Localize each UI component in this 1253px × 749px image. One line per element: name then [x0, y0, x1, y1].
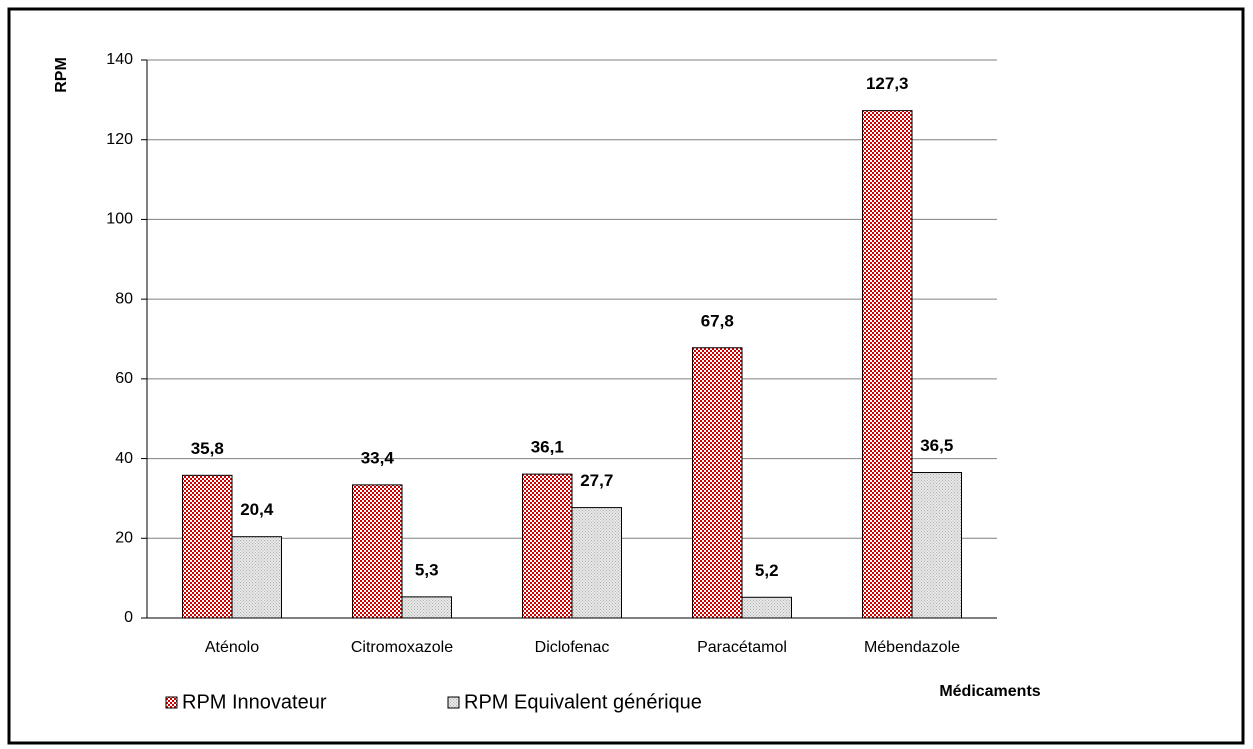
value-label: 5,2 [755, 561, 779, 580]
bar [741, 596, 792, 619]
y-tick-label: 120 [106, 131, 133, 148]
legend-swatch [165, 696, 178, 709]
bar [231, 536, 282, 619]
bar [692, 347, 743, 619]
x-tick-label: Aténolo [205, 639, 259, 656]
bar [182, 474, 233, 619]
bar [862, 110, 913, 619]
x-tick-label: Diclofenac [535, 639, 610, 656]
bar [352, 484, 403, 619]
bar [401, 596, 452, 619]
y-tick-label: 80 [115, 290, 133, 307]
y-tick-label: 140 [106, 51, 133, 68]
bar [522, 473, 573, 619]
y-tick-label: 40 [115, 450, 133, 467]
legend-swatch [447, 696, 460, 709]
y-tick-label: 60 [115, 370, 133, 387]
value-label: 35,8 [191, 439, 224, 458]
value-label: 33,4 [361, 448, 395, 467]
x-tick-label: Mébendazole [864, 639, 960, 656]
value-label: 36,5 [920, 436, 953, 455]
bar [911, 472, 962, 619]
legend-label: RPM Innovateur [182, 691, 327, 713]
y-tick-label: 20 [115, 530, 133, 547]
frame [7, 7, 1245, 745]
value-label: 5,3 [415, 560, 439, 579]
value-label: 127,3 [866, 74, 909, 93]
value-label: 27,7 [580, 471, 613, 490]
y-axis-label: RPM [53, 57, 70, 93]
x-tick-label: Paracétamol [697, 639, 787, 656]
value-label: 67,8 [701, 311, 734, 330]
bar [571, 507, 622, 619]
legend-label: RPM Equivalent générique [464, 691, 702, 713]
y-tick-label: 100 [106, 211, 133, 228]
value-label: 20,4 [240, 500, 274, 519]
x-axis-label: Médicaments [939, 683, 1040, 700]
y-tick-label: 0 [124, 609, 133, 626]
value-label: 36,1 [531, 438, 564, 457]
x-tick-label: Citromoxazole [351, 639, 453, 656]
